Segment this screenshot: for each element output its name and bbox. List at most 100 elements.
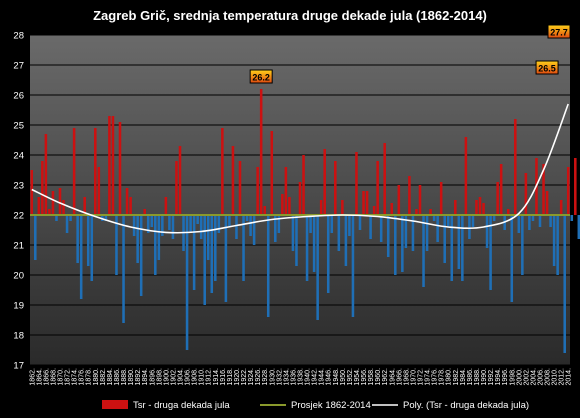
bar (411, 215, 415, 251)
bar (341, 200, 344, 215)
bar (478, 197, 482, 215)
x-tick-label: 1896. (149, 368, 156, 386)
x-tick-label: 1952. (347, 368, 354, 386)
y-axis: 17 18 19 20 21 22 23 24 25 26 27 28 (13, 31, 24, 372)
bar (506, 209, 510, 215)
bar (274, 215, 277, 242)
bar (168, 215, 171, 230)
x-tick-label: 1996. (502, 368, 509, 386)
bar (566, 167, 570, 215)
x-tick-label: 2012. (559, 368, 566, 386)
bar (323, 149, 326, 215)
x-tick-label: 1980. (446, 368, 453, 386)
bar (108, 116, 111, 215)
bar (228, 215, 231, 227)
bar (436, 215, 439, 242)
bar (164, 197, 168, 215)
bar (401, 215, 404, 272)
x-tick-label: 1894. (142, 368, 149, 386)
x-tick-label: 1908. (192, 368, 199, 386)
bar (443, 215, 446, 263)
bar (559, 200, 563, 215)
bar (263, 206, 266, 215)
bar (415, 209, 418, 215)
bar (312, 215, 316, 272)
y-tick-label: 28 (13, 31, 24, 42)
x-tick-label: 1958. (368, 368, 375, 386)
bar (386, 215, 390, 257)
callout-box (535, 60, 559, 75)
bar (492, 215, 496, 221)
bar (291, 215, 295, 251)
bar (185, 215, 189, 350)
y-tick-label: 19 (13, 301, 24, 312)
x-tick-label: 1978. (439, 368, 446, 386)
bar (355, 152, 358, 215)
bar (72, 128, 76, 215)
x-tick-label: 1878. (86, 368, 93, 386)
bar (471, 215, 475, 227)
callout-label: 26.5 (538, 64, 556, 74)
bar (524, 173, 528, 215)
bar (277, 215, 281, 233)
bar (129, 197, 132, 215)
x-tick-label: 1954. (354, 368, 361, 386)
x-tick-label: 1950. (340, 368, 347, 386)
bar (383, 143, 386, 215)
bar (298, 182, 302, 215)
x-axis: 1862. 1864. 1866. 1868. 1870. 1872. 1874. 1876.… (29, 368, 572, 386)
bar (104, 215, 108, 221)
bar (242, 215, 245, 281)
bar (362, 191, 365, 215)
bar (69, 215, 72, 221)
bar (404, 215, 408, 248)
x-tick-label: 1890. (128, 368, 135, 386)
bar (496, 182, 499, 215)
bar (252, 215, 256, 245)
x-tick-label: 1902. (170, 368, 177, 386)
bar (51, 191, 55, 215)
y-tick-label: 27 (13, 61, 24, 72)
bar (450, 215, 454, 281)
polynomial-trend-line (31, 103, 569, 234)
bar (372, 206, 376, 215)
callout-box (249, 69, 273, 84)
x-tick-label: 1960. (375, 368, 382, 386)
bar (41, 161, 44, 215)
bar (348, 215, 351, 236)
bar (125, 188, 129, 215)
bar (464, 137, 468, 215)
bar (122, 215, 125, 323)
bar (499, 164, 503, 215)
x-tick-label: 1898. (156, 368, 163, 386)
bar (422, 215, 425, 287)
bar (295, 215, 298, 266)
bar (365, 191, 369, 215)
x-tick-label: 1982. (453, 368, 460, 386)
x-tick-label: 1872. (65, 368, 72, 386)
bar (284, 167, 288, 215)
bar (90, 215, 94, 281)
bar (514, 119, 517, 215)
x-tick-label: 1916. (220, 368, 227, 386)
bar (408, 176, 411, 215)
bar (192, 215, 196, 290)
bar (245, 215, 249, 221)
bar (457, 215, 461, 269)
x-tick-label: 1984. (460, 368, 467, 386)
y-tick-label: 20 (13, 271, 24, 282)
bar (157, 215, 161, 260)
bar (231, 146, 235, 215)
bar (115, 215, 118, 275)
y-tick-label: 23 (13, 181, 24, 192)
bar (521, 215, 524, 275)
x-tick-label: 2014. (566, 368, 573, 386)
bar (425, 215, 429, 251)
x-tick-label: 1992. (488, 368, 495, 386)
bar (86, 215, 90, 266)
bar (397, 185, 401, 215)
x-tick-label: 1862. (29, 368, 36, 386)
bar (574, 158, 577, 215)
x-tick-label: 1948. (333, 368, 340, 386)
bar (482, 203, 485, 215)
